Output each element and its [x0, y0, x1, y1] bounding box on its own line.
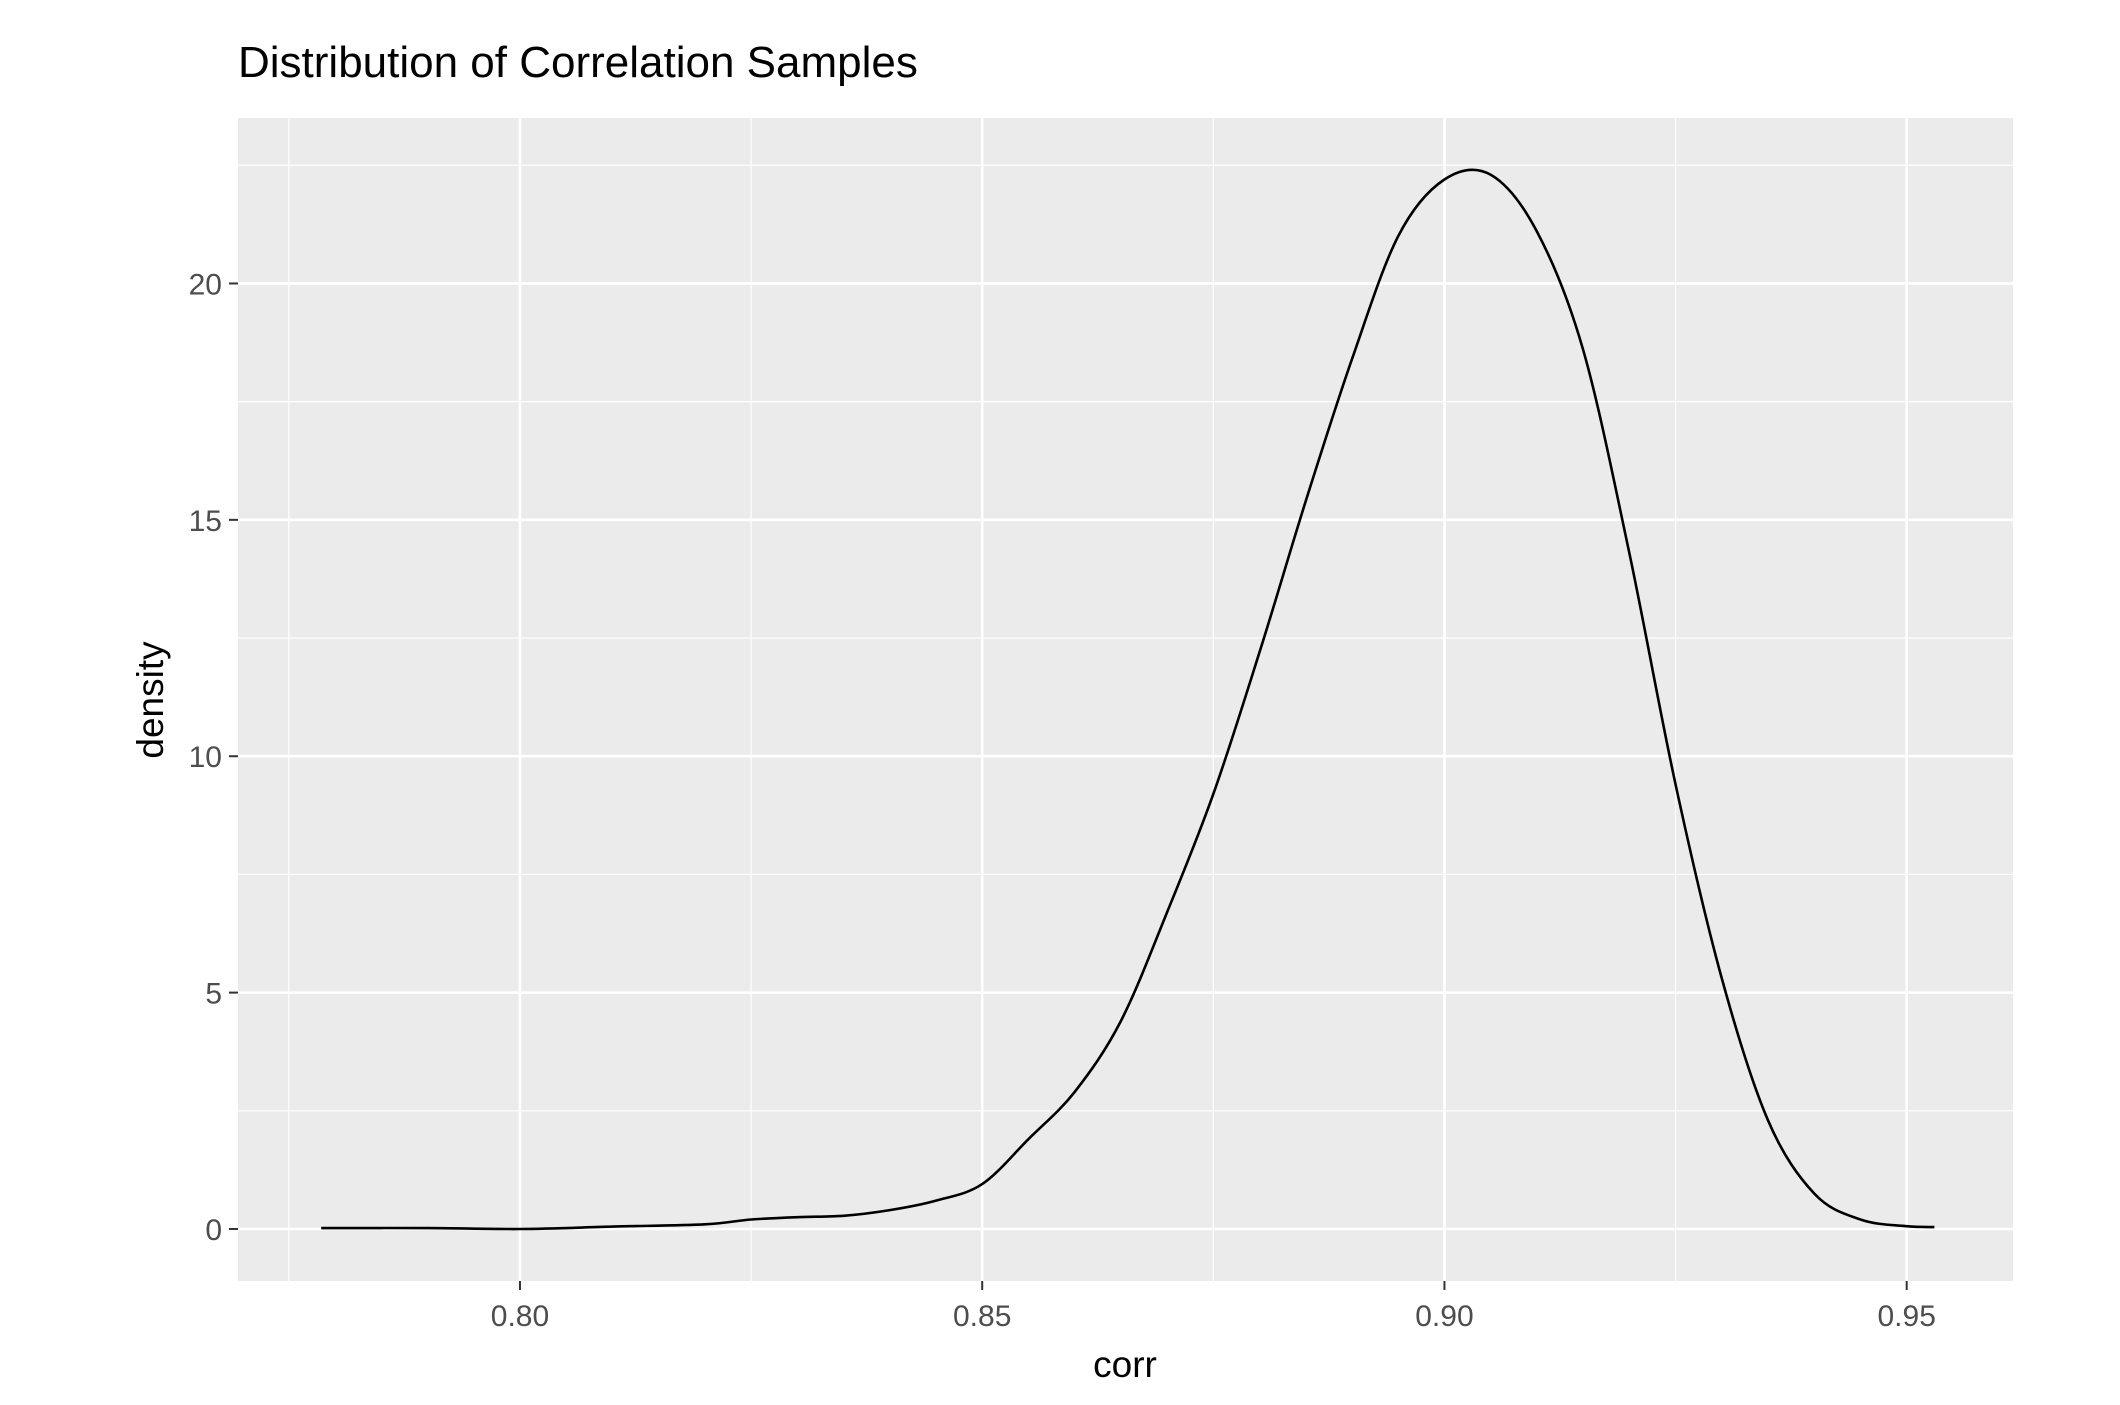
- x-tick-label: 0.80: [491, 1300, 549, 1333]
- grid-lines: [238, 118, 2013, 1281]
- x-tick-label: 0.90: [1415, 1300, 1473, 1333]
- axes: 0.80 0.85 0.90 0.95 0 5 10 15 20: [189, 268, 1936, 1333]
- x-tick-label: 0.95: [1877, 1300, 1935, 1333]
- y-axis-title: density: [130, 641, 171, 759]
- plot-panel: [238, 118, 2013, 1281]
- y-tick-label: 20: [189, 268, 222, 301]
- x-tick-label: 0.85: [953, 1300, 1011, 1333]
- y-tick-label: 10: [189, 741, 222, 774]
- chart-title: Distribution of Correlation Samples: [238, 38, 918, 87]
- y-tick-label: 15: [189, 505, 222, 538]
- x-axis-title: corr: [1093, 1344, 1157, 1385]
- y-tick-label: 5: [205, 978, 222, 1011]
- density-curve: [321, 168, 1935, 1231]
- series-layer: [321, 168, 1935, 1231]
- y-tick-label: 0: [205, 1214, 222, 1247]
